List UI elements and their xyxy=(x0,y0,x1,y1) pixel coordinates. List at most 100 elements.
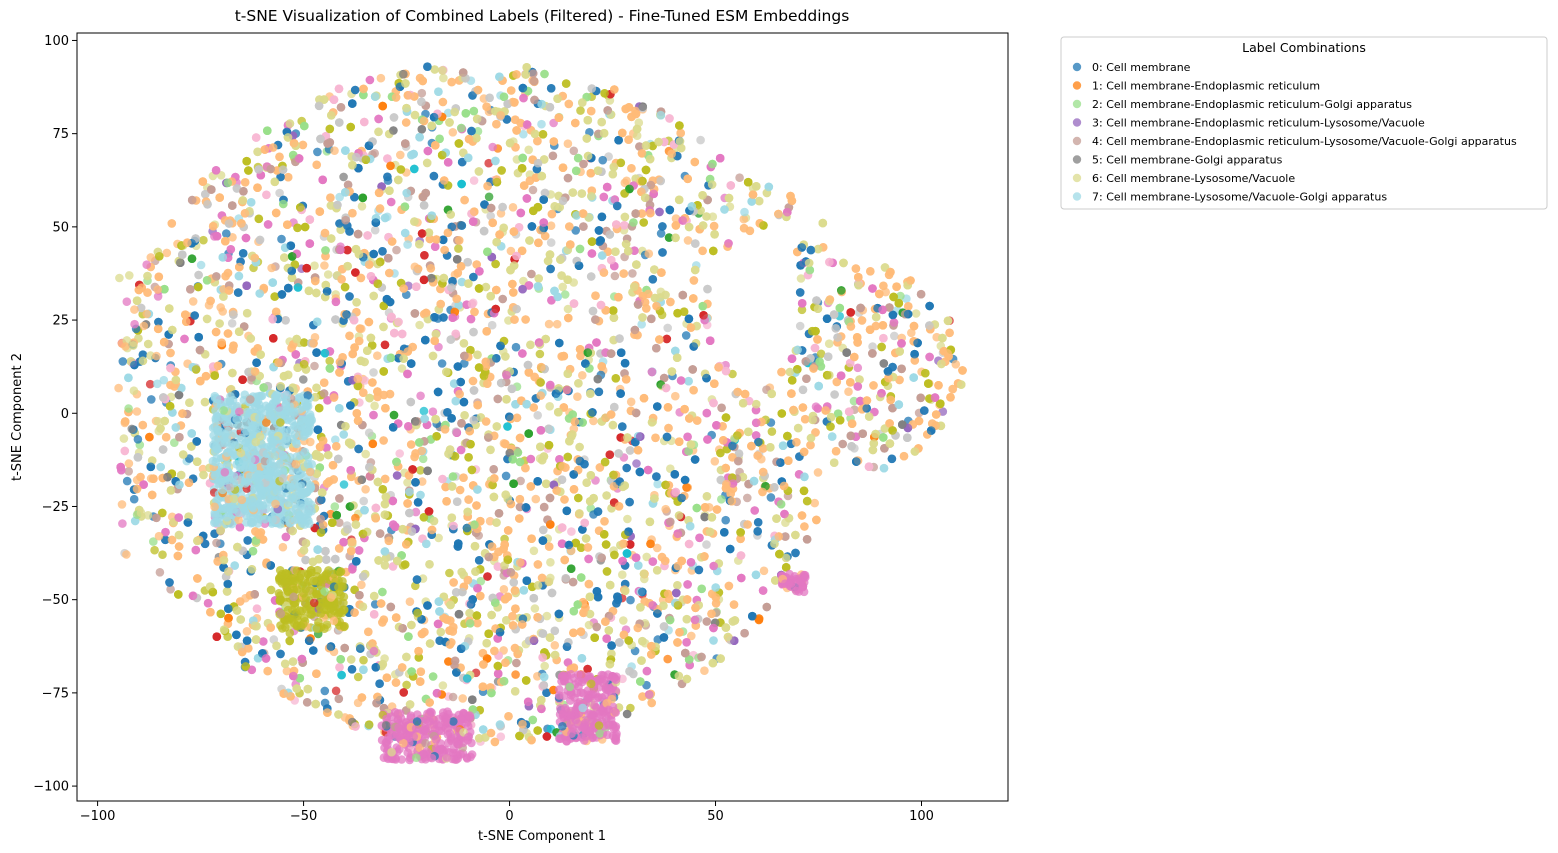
scatter-point xyxy=(695,533,704,543)
scatter-point xyxy=(648,601,657,610)
scatter-point xyxy=(539,502,549,512)
scatter-point xyxy=(844,387,853,397)
scatter-point xyxy=(871,312,881,322)
scatter-point xyxy=(683,236,693,245)
scatter-point xyxy=(753,518,763,527)
scatter-point xyxy=(484,158,494,168)
scatter-point xyxy=(544,319,554,329)
scatter-point xyxy=(435,134,444,144)
scatter-point xyxy=(496,732,506,741)
scatter-point xyxy=(492,518,501,527)
scatter-point xyxy=(288,657,298,666)
scatter-point xyxy=(460,359,469,368)
scatter-point xyxy=(508,203,518,212)
scatter-point xyxy=(335,663,344,672)
scatter-point xyxy=(325,356,335,366)
scatter-point xyxy=(380,561,390,570)
scatter-point xyxy=(334,544,344,553)
scatter-point xyxy=(428,672,438,681)
scatter-point xyxy=(354,336,364,346)
scatter-point xyxy=(498,294,508,304)
scatter-point xyxy=(516,476,525,486)
scatter-point xyxy=(357,202,367,211)
scatter-point xyxy=(417,88,427,98)
scatter-point xyxy=(353,381,363,391)
scatter-point xyxy=(354,546,364,555)
scatter-point xyxy=(571,226,580,235)
scatter-point xyxy=(563,139,573,148)
scatter-point xyxy=(593,374,603,384)
scatter-point xyxy=(146,253,156,262)
scatter-point xyxy=(411,507,421,517)
scatter-point xyxy=(546,84,556,93)
scatter-point xyxy=(696,135,705,145)
scatter-point xyxy=(560,495,569,504)
scatter-point xyxy=(438,97,448,107)
scatter-point xyxy=(359,655,368,665)
scatter-point xyxy=(797,305,807,315)
scatter-point xyxy=(751,431,761,440)
scatter-point xyxy=(412,575,422,584)
scatter-point xyxy=(378,485,388,494)
scatter-point xyxy=(489,465,499,474)
scatter-point xyxy=(766,493,776,502)
scatter-point xyxy=(186,285,195,294)
scatter-point xyxy=(176,470,186,480)
scatter-point xyxy=(853,363,863,373)
scatter-point xyxy=(166,585,175,594)
scatter-point xyxy=(573,153,583,163)
scatter-point xyxy=(353,672,363,682)
scatter-point xyxy=(533,672,542,681)
scatter-point xyxy=(359,496,369,506)
scatter-point xyxy=(230,561,239,570)
scatter-point xyxy=(369,410,378,420)
scatter-point xyxy=(586,106,596,116)
scatter-point xyxy=(546,558,555,567)
scatter-point xyxy=(158,508,167,518)
scatter-point xyxy=(571,166,581,176)
scatter-point xyxy=(403,240,412,249)
chart-title: t-SNE Visualization of Combined Labels (… xyxy=(235,7,850,25)
scatter-point xyxy=(188,297,198,306)
scatter-point xyxy=(474,556,484,565)
scatter-point xyxy=(540,69,549,79)
scatter-point xyxy=(320,261,329,270)
scatter-point xyxy=(826,422,835,431)
scatter-point xyxy=(648,275,658,284)
scatter-point xyxy=(428,407,438,417)
scatter-point xyxy=(530,604,540,613)
scatter-point xyxy=(796,274,806,283)
scatter-point xyxy=(542,688,551,697)
scatter-point xyxy=(907,328,916,338)
scatter-point xyxy=(378,247,387,256)
scatter-point xyxy=(800,414,810,424)
scatter-point xyxy=(281,532,291,542)
scatter-point xyxy=(506,246,516,256)
scatter-point xyxy=(339,480,349,489)
scatter-point xyxy=(879,281,888,291)
scatter-point xyxy=(623,514,632,524)
scatter-point xyxy=(619,616,628,625)
scatter-point xyxy=(310,361,319,371)
scatter-point xyxy=(838,439,847,449)
scatter-point xyxy=(473,618,482,628)
scatter-point xyxy=(460,411,469,420)
scatter-point xyxy=(586,272,596,281)
scatter-point xyxy=(700,666,709,675)
scatter-point xyxy=(313,147,322,157)
scatter-point xyxy=(724,239,733,248)
scatter-point xyxy=(165,578,174,587)
scatter-point xyxy=(416,466,425,475)
scatter-point xyxy=(877,342,886,352)
scatter-point xyxy=(386,197,396,207)
scatter-point xyxy=(323,270,333,279)
scatter-point xyxy=(227,319,237,328)
scatter-point xyxy=(259,637,268,646)
scatter-point xyxy=(396,150,405,160)
scatter-point xyxy=(679,307,689,317)
scatter-point xyxy=(610,550,619,560)
scatter-point xyxy=(578,371,587,380)
scatter-point xyxy=(896,291,905,301)
scatter-point xyxy=(425,560,434,569)
